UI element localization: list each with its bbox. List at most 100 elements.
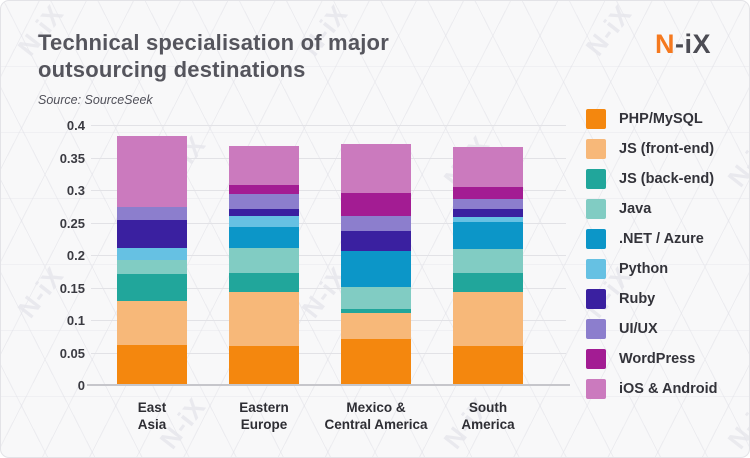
legend-label: iOS & Android <box>619 381 718 397</box>
y-tick-label: 0.05 <box>59 345 85 361</box>
bar-segment <box>117 220 187 249</box>
legend-swatch <box>586 349 606 369</box>
bar-segment <box>117 136 187 207</box>
bar-segment <box>453 217 523 223</box>
legend-swatch <box>586 109 606 129</box>
legend-swatch <box>586 259 606 279</box>
bar-segment <box>341 338 411 384</box>
bar-segment <box>229 227 299 249</box>
bar-segment <box>229 193 299 209</box>
bar-segment <box>229 248 299 273</box>
bar-segment <box>229 215 299 228</box>
bar-segment <box>453 198 523 210</box>
x-axis: East Asia Eastern Europe Mexico & Central … <box>91 399 566 439</box>
legend-item: PHP/MySQL <box>586 109 718 129</box>
y-tick-label: 0.35 <box>59 150 85 166</box>
bar-segment <box>453 272 523 292</box>
legend-item: Python <box>586 259 718 279</box>
bar-segment <box>341 250 411 287</box>
bar-segment <box>229 345 299 384</box>
stacked-bar <box>453 147 523 384</box>
legend-label: PHP/MySQL <box>619 111 703 127</box>
gridline <box>91 157 566 159</box>
bar-segment <box>117 345 187 384</box>
legend-label: WordPress <box>619 351 696 367</box>
page-title-line2: outsourcing destinations <box>38 57 306 82</box>
legend-label: Java <box>619 201 652 217</box>
gridline <box>91 255 566 256</box>
legend-item: Ruby <box>586 289 718 309</box>
stacked-bar <box>229 146 299 384</box>
legend-label: JS (back-end) <box>619 171 715 187</box>
gridline <box>91 320 566 321</box>
y-tick-label: 0 <box>77 378 85 393</box>
y-tick-label: 0.1 <box>66 313 85 328</box>
legend-item: iOS & Android <box>586 379 718 399</box>
x-category-label: South America <box>461 400 515 432</box>
bar-segment <box>341 312 411 339</box>
legend-label: UI/UX <box>619 321 658 337</box>
bar-segment <box>341 192 411 216</box>
brand-logo-accent: N <box>654 29 675 59</box>
legend-swatch <box>586 139 606 159</box>
y-axis: 0 0.05 0.1 0.15 0.2 0.25 0.3 0.35 0.4 <box>29 118 85 393</box>
stacked-bar <box>341 144 411 384</box>
bar-segment <box>453 209 523 217</box>
x-category-label: Eastern Europe <box>239 400 289 432</box>
legend-swatch <box>586 319 606 339</box>
gridline <box>91 125 566 126</box>
source-note: Source: SourceSeek <box>38 93 153 107</box>
legend-label: Python <box>619 261 669 277</box>
bar-segment <box>117 248 187 260</box>
page-title-line1: Technical specialisation of major <box>38 30 389 55</box>
bar-segment <box>453 222 523 250</box>
bar-segment <box>453 291 523 346</box>
legend-item: .NET / Azure <box>586 229 718 249</box>
legend-swatch <box>586 229 606 249</box>
bar-segment <box>117 274 187 302</box>
legend-label: .NET / Azure <box>619 231 704 247</box>
legend-swatch <box>586 379 606 399</box>
y-tick-label: 0.15 <box>59 280 85 296</box>
legend-label: Ruby <box>619 291 656 307</box>
bar-segment <box>453 187 523 199</box>
bar-segment <box>229 291 299 346</box>
legend-label: JS (front-end) <box>619 141 715 157</box>
page-title: Technical specialisation of major outsou… <box>38 29 389 83</box>
gridline <box>91 352 566 354</box>
bar-segment <box>341 144 411 193</box>
x-axis-baseline <box>87 384 570 386</box>
bar-segment <box>341 308 411 313</box>
legend-item: JS (back-end) <box>586 169 718 189</box>
bar-segment <box>117 206 187 221</box>
bar-segment <box>229 208 299 216</box>
bar-segment <box>341 286 411 309</box>
bar-segment <box>117 259 187 275</box>
legend-item: Java <box>586 199 718 219</box>
chart-legend: PHP/MySQL JS (front-end) JS (back-end) Java… <box>586 109 718 399</box>
bar-segment <box>341 231 411 251</box>
y-tick-label: 0.3 <box>66 183 85 198</box>
x-category-label: East Asia <box>137 400 167 432</box>
brand-logo-rest: -iX <box>674 29 711 59</box>
legend-swatch <box>586 289 606 309</box>
brand-logo: N-iX <box>655 31 711 58</box>
gridline <box>91 222 566 224</box>
legend-item: UI/UX <box>586 319 718 339</box>
bar-segment <box>229 146 299 185</box>
y-tick-label: 0.25 <box>59 215 85 231</box>
y-tick-label: 0.4 <box>66 118 85 133</box>
gridline <box>91 190 566 191</box>
bar-segment <box>453 249 523 273</box>
bar-segment <box>341 215 411 232</box>
legend-item: JS (front-end) <box>586 139 718 159</box>
legend-swatch <box>586 169 606 189</box>
legend-swatch <box>586 199 606 219</box>
bar-segment <box>453 345 523 384</box>
stacked-bar <box>117 136 187 384</box>
gridline <box>91 287 566 289</box>
bar-segment <box>229 184 299 194</box>
x-category-label: Mexico & Central America <box>324 400 428 432</box>
bar-segment <box>117 301 187 345</box>
